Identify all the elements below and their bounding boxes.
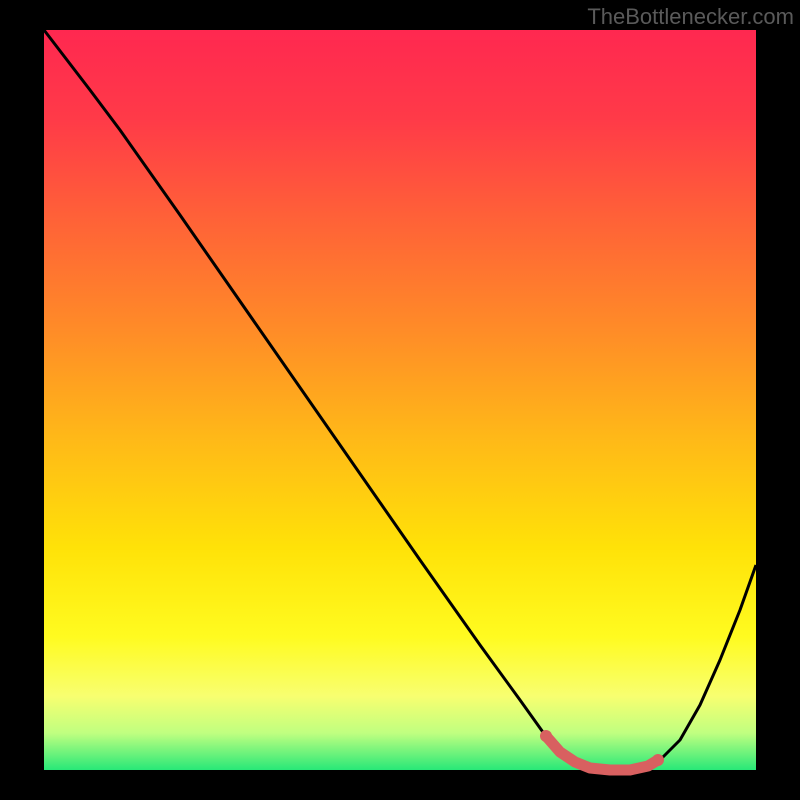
accent-dot [652,754,664,766]
main-curve [44,30,756,770]
accent-dot [540,730,552,742]
chart-svg [0,0,800,800]
watermark-text: TheBottlenecker.com [587,4,794,30]
accent-curve [546,736,658,770]
